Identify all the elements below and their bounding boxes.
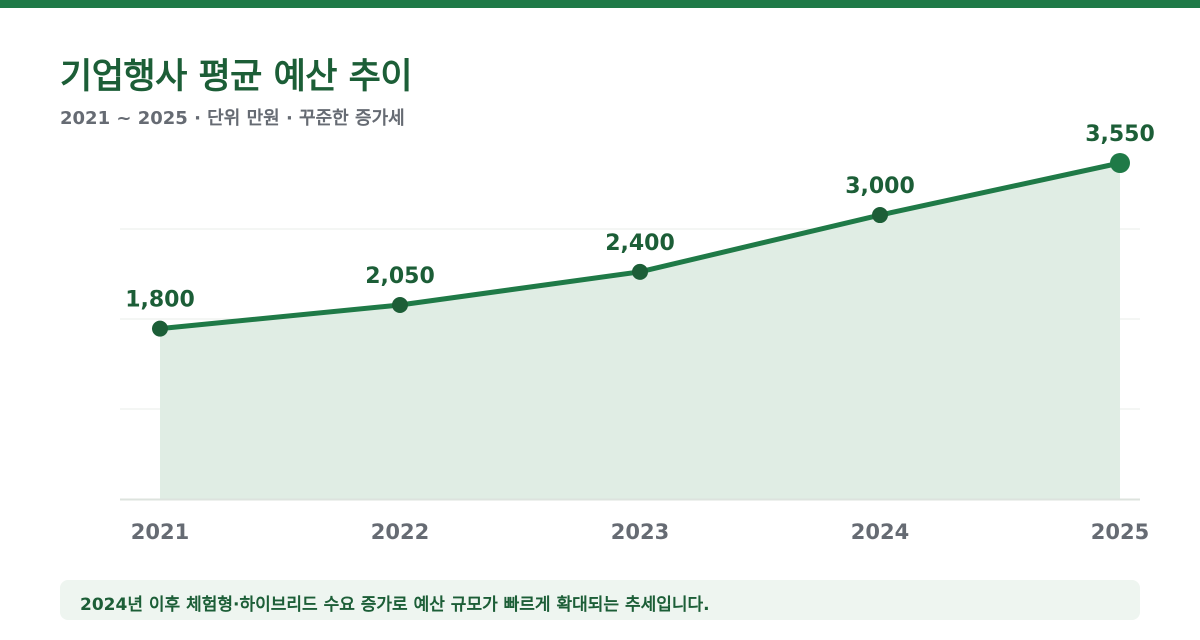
x-tick-label-2022: 2022 — [371, 520, 429, 544]
data-point-2023 — [632, 263, 648, 280]
x-tick-label-2024: 2024 — [851, 520, 909, 544]
data-label-2023: 2,400 — [605, 231, 675, 256]
insight-note: 2024년 이후 체험형·하이브리드 수요 증가로 예산 규모가 빠르게 확대되… — [60, 580, 1140, 620]
data-label-2025: 3,550 — [1085, 122, 1155, 147]
data-label-2022: 2,050 — [365, 264, 435, 289]
data-point-2024 — [872, 207, 888, 224]
x-tick-label-2025: 2025 — [1091, 520, 1149, 544]
area-fill — [160, 163, 1120, 499]
top-accent-bar — [0, 0, 1200, 8]
page-title: 기업행사 평균 예산 추이 — [60, 57, 413, 97]
data-point-2021 — [152, 320, 168, 337]
data-label-2024: 3,000 — [845, 174, 915, 199]
insight-note-text: 2024년 이후 체험형·하이브리드 수요 증가로 예산 규모가 빠르게 확대되… — [80, 595, 710, 615]
data-point-2025 — [1110, 153, 1130, 173]
data-label-2021: 1,800 — [125, 288, 195, 313]
page-subtitle: 2021 ~ 2025 · 단위 만원 · 꾸준한 증가세 — [60, 108, 405, 129]
x-tick-label-2023: 2023 — [611, 520, 669, 544]
data-point-2022 — [392, 296, 408, 313]
line-area-chart: 1,800 2021 2,050 2022 2,400 2023 3,000 2024 3,55… — [120, 122, 1155, 544]
x-tick-label-2021: 2021 — [131, 520, 189, 544]
